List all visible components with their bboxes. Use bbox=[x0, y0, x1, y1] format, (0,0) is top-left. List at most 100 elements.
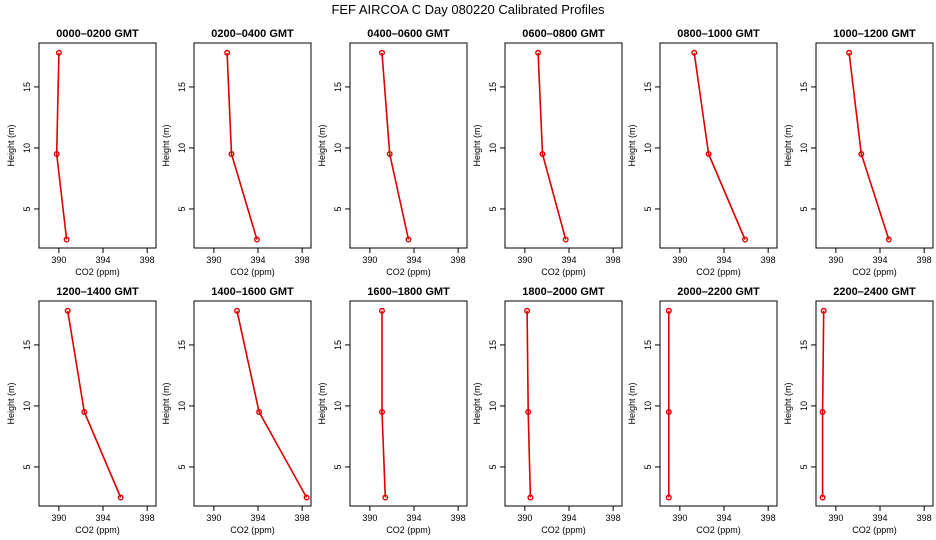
data-point bbox=[233, 307, 240, 314]
y-tick-label: 5 bbox=[177, 206, 187, 211]
panel-title: 0000–0200 GMT bbox=[56, 28, 139, 40]
data-point bbox=[846, 49, 853, 56]
data-point bbox=[256, 409, 263, 416]
series-line bbox=[821, 310, 825, 498]
data-point bbox=[858, 150, 865, 157]
x-tick-label: 398 bbox=[451, 513, 466, 523]
x-tick-label: 390 bbox=[672, 255, 687, 265]
plot-frame bbox=[504, 42, 623, 249]
figure-title: FEF AIRCOA C Day 080220 Calibrated Profi… bbox=[331, 2, 605, 17]
y-tick-label: 15 bbox=[488, 82, 498, 92]
x-axis-label: CO2 (ppm) bbox=[75, 525, 120, 535]
plot-frame bbox=[38, 42, 157, 249]
data-point bbox=[382, 494, 389, 501]
y-axis-label: Height (m) bbox=[161, 124, 171, 166]
y-tick-label: 5 bbox=[333, 464, 343, 469]
data-point bbox=[64, 307, 71, 314]
y-axis-label: Height (m) bbox=[783, 382, 793, 424]
data-point bbox=[379, 49, 386, 56]
y-axis-label: Height (m) bbox=[472, 124, 482, 166]
data-point bbox=[665, 409, 672, 416]
y-axis-label: Height (m) bbox=[317, 124, 327, 166]
y-tick-label: 15 bbox=[22, 340, 32, 350]
y-tick-label: 10 bbox=[799, 143, 809, 153]
plot-frame bbox=[504, 300, 623, 507]
y-tick-label: 5 bbox=[643, 464, 653, 469]
plot-frame bbox=[815, 300, 934, 507]
panel-title: 2000–2200 GMT bbox=[677, 286, 760, 298]
panel-title: 1200–1400 GMT bbox=[56, 286, 139, 298]
y-tick-label: 10 bbox=[488, 401, 498, 411]
data-point bbox=[524, 307, 531, 314]
y-tick-label: 5 bbox=[799, 464, 809, 469]
data-point bbox=[665, 307, 672, 314]
data-point bbox=[55, 49, 62, 56]
x-tick-label: 398 bbox=[761, 513, 776, 523]
plot-frame bbox=[38, 300, 157, 507]
y-tick-label: 10 bbox=[22, 401, 32, 411]
x-tick-label: 390 bbox=[51, 255, 66, 265]
x-tick-label: 398 bbox=[295, 513, 310, 523]
panel-title: 1800–2000 GMT bbox=[522, 286, 605, 298]
x-tick-label: 394 bbox=[717, 255, 732, 265]
panel-4: 0600–0800 GMT 390 394 398 5 10 15 CO2 (ppm) Heig… bbox=[472, 28, 623, 277]
panel-1: 0000–0200 GMT 390 394 398 5 10 15 CO2 (ppm) Heig… bbox=[6, 28, 157, 277]
panel-grid: 0000–0200 GMT 390 394 398 5 10 15 CO2 (ppm) Heig… bbox=[6, 28, 934, 535]
x-tick-label: 394 bbox=[562, 513, 577, 523]
plot-frame bbox=[659, 42, 778, 249]
series-line bbox=[236, 310, 308, 498]
x-tick-label: 390 bbox=[206, 255, 221, 265]
plot-frame bbox=[193, 42, 312, 249]
data-point bbox=[705, 150, 712, 157]
panel-title: 0400–0600 GMT bbox=[367, 28, 450, 40]
x-tick-label: 398 bbox=[451, 255, 466, 265]
x-tick-label: 390 bbox=[828, 513, 843, 523]
panel-7: 1200–1400 GMT 390 394 398 5 10 15 CO2 (ppm) Heig… bbox=[6, 286, 157, 535]
x-tick-label: 398 bbox=[295, 255, 310, 265]
x-tick-label: 398 bbox=[917, 255, 932, 265]
x-tick-label: 394 bbox=[562, 255, 577, 265]
data-point bbox=[820, 307, 827, 314]
panel-9: 1600–1800 GMT 390 394 398 5 10 15 CO2 (ppm) Heig… bbox=[317, 286, 468, 535]
y-tick-label: 10 bbox=[488, 143, 498, 153]
panel-title: 1000–1200 GMT bbox=[833, 28, 916, 40]
y-axis-label: Height (m) bbox=[317, 382, 327, 424]
panel-title: 0200–0400 GMT bbox=[211, 28, 294, 40]
y-tick-label: 15 bbox=[177, 82, 187, 92]
y-tick-label: 10 bbox=[333, 143, 343, 153]
x-tick-label: 394 bbox=[407, 513, 422, 523]
y-axis-label: Height (m) bbox=[6, 382, 16, 424]
data-point bbox=[53, 150, 60, 157]
x-tick-label: 394 bbox=[717, 513, 732, 523]
panel-8: 1400–1600 GMT 390 394 398 5 10 15 CO2 (ppm) Heig… bbox=[161, 286, 312, 535]
panel-11: 2000–2200 GMT 390 394 398 5 10 15 CO2 (ppm) Heig… bbox=[627, 286, 778, 535]
data-point bbox=[742, 236, 749, 243]
data-point bbox=[527, 494, 534, 501]
y-tick-label: 15 bbox=[177, 340, 187, 350]
y-tick-label: 10 bbox=[22, 143, 32, 153]
data-point bbox=[379, 409, 386, 416]
plot-frame bbox=[815, 42, 934, 249]
y-tick-label: 5 bbox=[22, 206, 32, 211]
x-axis-label: CO2 (ppm) bbox=[541, 267, 586, 277]
x-tick-label: 398 bbox=[761, 255, 776, 265]
x-tick-label: 390 bbox=[362, 513, 377, 523]
y-tick-label: 10 bbox=[177, 401, 187, 411]
series-line bbox=[537, 52, 567, 240]
x-tick-label: 398 bbox=[140, 255, 155, 265]
y-tick-label: 15 bbox=[22, 82, 32, 92]
y-axis-label: Height (m) bbox=[783, 124, 793, 166]
series-line bbox=[55, 52, 68, 240]
y-tick-label: 5 bbox=[177, 464, 187, 469]
x-tick-label: 390 bbox=[672, 513, 687, 523]
data-point bbox=[562, 236, 569, 243]
y-axis-label: Height (m) bbox=[627, 124, 637, 166]
y-tick-label: 15 bbox=[799, 340, 809, 350]
x-tick-label: 394 bbox=[96, 513, 111, 523]
y-axis-label: Height (m) bbox=[161, 382, 171, 424]
series-line bbox=[526, 310, 532, 498]
panel-2: 0200–0400 GMT 390 394 398 5 10 15 CO2 (ppm) Heig… bbox=[161, 28, 312, 277]
x-tick-label: 394 bbox=[873, 255, 888, 265]
x-tick-label: 394 bbox=[96, 255, 111, 265]
x-tick-label: 390 bbox=[828, 255, 843, 265]
